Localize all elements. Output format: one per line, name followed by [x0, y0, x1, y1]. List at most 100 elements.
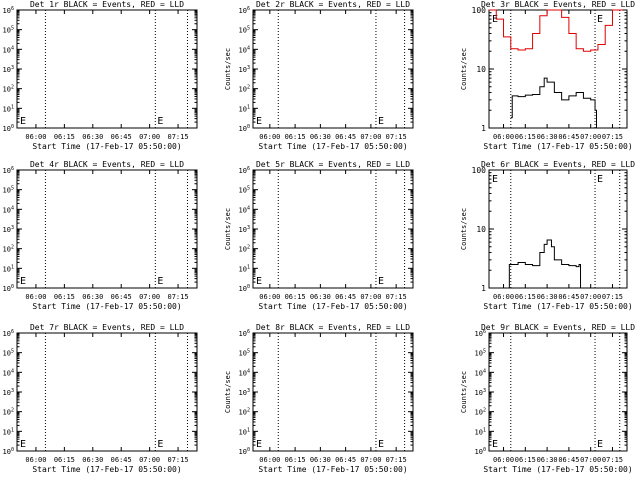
x-axis-label: Start Time (17-Feb-17 05:50:00) — [258, 142, 407, 151]
x-tick-label: 07:00 — [139, 133, 160, 141]
y-tick-label: 106 — [239, 6, 250, 15]
event-marker-label: E — [20, 439, 26, 450]
x-tick-label: 06:15 — [285, 293, 306, 301]
y-tick-label: 101 — [239, 427, 250, 436]
y-tick-label: 100 — [475, 447, 486, 456]
event-marker-label: E — [157, 276, 163, 287]
event-marker-label: E — [378, 276, 384, 287]
y-tick-label: 100 — [239, 284, 250, 293]
y-tick-label: 101 — [3, 264, 14, 273]
event-marker-label: E — [157, 439, 163, 450]
y-axis-label: Counts/sec — [224, 48, 232, 90]
x-tick-label: 06:45 — [335, 293, 356, 301]
x-tick-label: 06:30 — [310, 293, 331, 301]
x-tick-label: 06:00 — [259, 133, 280, 141]
x-tick-label: 07:00 — [139, 293, 160, 301]
x-tick-label: 06:45 — [111, 133, 132, 141]
plot-frame — [16, 332, 198, 452]
y-tick-label: 101 — [3, 104, 14, 113]
y-tick-label: 105 — [239, 26, 250, 35]
y-tick-label: 102 — [239, 245, 250, 254]
x-tick-label: 07:15 — [386, 293, 407, 301]
y-tick-label: 102 — [475, 408, 486, 417]
event-marker-label: E — [492, 174, 498, 185]
x-tick-label: 06:30 — [82, 293, 103, 301]
x-tick-label: 06:30 — [310, 456, 331, 464]
panel-title: Det 6r BLACK = Events, RED = LLD — [481, 160, 635, 169]
y-tick-label: 102 — [239, 408, 250, 417]
panel-title: Det 7r BLACK = Events, RED = LLD — [30, 323, 184, 332]
y-tick-label: 104 — [3, 368, 14, 377]
y-tick-label: 104 — [3, 205, 14, 214]
panel-det-5r: Det 5r BLACK = Events, RED = LLD 06:00 06:… — [224, 160, 414, 311]
x-tick-label: 06:30 — [82, 133, 103, 141]
y-tick-label: 102 — [3, 85, 14, 94]
x-tick-label: 06:45 — [111, 456, 132, 464]
event-marker-label: E — [256, 276, 262, 287]
y-tick-label: 106 — [239, 166, 250, 175]
x-tick-label: 06:15 — [54, 133, 75, 141]
y-tick-label: 104 — [3, 45, 14, 54]
y-tick-label: 103 — [3, 388, 14, 397]
y-axis-label: Counts/sec — [224, 208, 232, 250]
x-tick-label: 07:00 — [360, 133, 381, 141]
y-tick-label: 105 — [239, 186, 250, 195]
y-axis-label: Counts/sec — [460, 208, 468, 250]
panel-title: Det 9r BLACK = Events, RED = LLD — [481, 323, 635, 332]
y-tick-label: 102 — [3, 245, 14, 254]
plot-frame — [16, 169, 198, 289]
y-tick-label: 103 — [239, 388, 250, 397]
x-tick-label: 06:00 — [493, 456, 514, 464]
panel-title: Det 1r BLACK = Events, RED = LLD — [30, 0, 184, 9]
x-tick-label: 06:30 — [82, 456, 103, 464]
plot-frame — [488, 332, 628, 452]
x-tick-label: 06:15 — [285, 133, 306, 141]
x-tick-label: 06:30 — [537, 293, 558, 301]
y-tick-label: 101 — [239, 104, 250, 113]
y-tick-label: 104 — [239, 368, 250, 377]
x-tick-label: 07:15 — [168, 456, 189, 464]
event-marker-label: E — [256, 439, 262, 450]
plot-frame — [488, 9, 628, 129]
x-tick-label: 06:15 — [285, 456, 306, 464]
x-axis-label: Start Time (17-Feb-17 05:50:00) — [32, 465, 181, 474]
x-tick-label: 06:00 — [493, 293, 514, 301]
panel-det-9r: Det 9r BLACK = Events, RED = LLD 06:00 06:… — [460, 323, 635, 474]
x-tick-label: 07:15 — [602, 133, 623, 141]
x-tick-label: 06:45 — [558, 456, 579, 464]
x-tick-label: 07:00 — [580, 293, 601, 301]
y-axis-label: Counts/sec — [460, 48, 468, 90]
panel-title: Det 8r BLACK = Events, RED = LLD — [256, 323, 410, 332]
y-tick-label: 100 — [3, 447, 14, 456]
panel-det-8r: Det 8r BLACK = Events, RED = LLD 06:00 06:… — [224, 323, 414, 474]
panel-det-1r: Det 1r BLACK = Events, RED = LLD 06:00 06:… — [3, 0, 198, 151]
y-tick-label: 101 — [3, 427, 14, 436]
y-tick-label: 10 — [476, 225, 486, 234]
y-tick-label: 106 — [3, 166, 14, 175]
series-line — [510, 77, 597, 128]
y-tick-label: 106 — [239, 329, 250, 338]
y-tick-label: 106 — [3, 329, 14, 338]
x-tick-label: 07:00 — [580, 456, 601, 464]
y-tick-label: 100 — [3, 124, 14, 133]
x-tick-label: 06:00 — [25, 456, 46, 464]
event-marker-label: E — [597, 174, 603, 185]
series-line — [507, 239, 582, 289]
x-axis-label: Start Time (17-Feb-17 05:50:00) — [32, 302, 181, 311]
x-tick-label: 06:00 — [25, 293, 46, 301]
x-tick-label: 06:45 — [335, 456, 356, 464]
x-tick-label: 06:00 — [493, 133, 514, 141]
y-tick-label: 101 — [475, 427, 486, 436]
x-axis-label: Start Time (17-Feb-17 05:50:00) — [258, 465, 407, 474]
y-tick-label: 103 — [239, 65, 250, 74]
y-tick-label: 103 — [3, 225, 14, 234]
y-tick-label: 103 — [3, 65, 14, 74]
y-tick-label: 103 — [475, 388, 486, 397]
y-tick-label: 105 — [239, 349, 250, 358]
plot-frame — [252, 9, 414, 129]
event-marker-label: E — [597, 439, 603, 450]
panel-det-7r: Det 7r BLACK = Events, RED = LLD 06:00 06:… — [3, 323, 198, 474]
x-tick-label: 06:45 — [111, 293, 132, 301]
y-tick-label: 100 — [3, 284, 14, 293]
